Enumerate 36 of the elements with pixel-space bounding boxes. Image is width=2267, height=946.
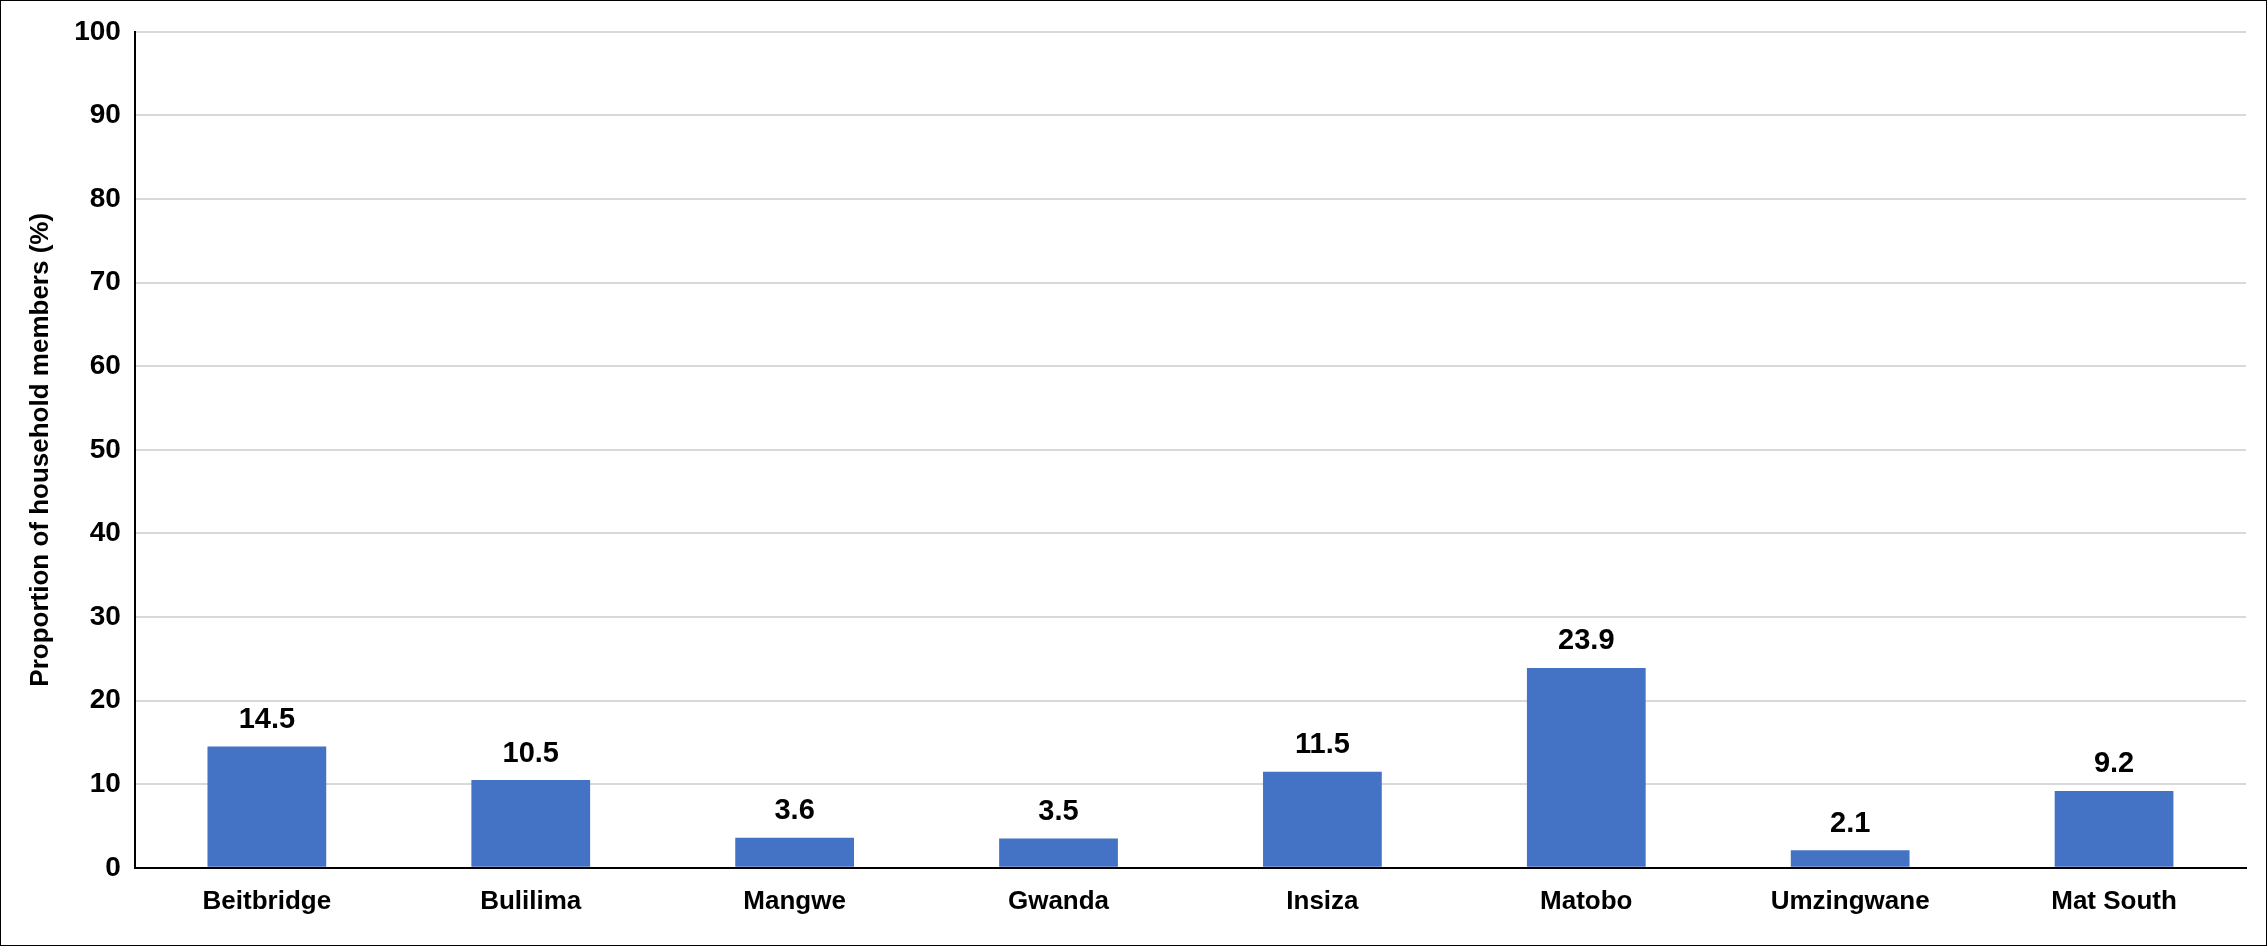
- y-tick-label: 80: [89, 181, 121, 213]
- x-tick-label: Matobo: [1540, 884, 1633, 915]
- data-label: 2.1: [1830, 805, 1871, 838]
- data-label: 10.5: [502, 735, 559, 768]
- x-tick-label: Mangwe: [743, 884, 846, 915]
- x-tick-label: Beitbridge: [202, 884, 332, 915]
- x-tick-label: Gwanda: [1007, 884, 1110, 915]
- y-tick-label: 20: [89, 683, 121, 715]
- data-label: 3.5: [1038, 794, 1079, 827]
- data-label: 14.5: [238, 702, 296, 735]
- data-label: 11.5: [1294, 727, 1350, 760]
- x-tick-label: Insiza: [1286, 884, 1360, 915]
- data-label: 3.6: [774, 793, 815, 826]
- y-axis-title: Proportion of household members (%): [23, 212, 54, 687]
- y-tick-label: 70: [89, 265, 121, 297]
- bar: [999, 838, 1118, 867]
- y-tick-label: 60: [89, 348, 121, 380]
- bar: [735, 837, 855, 867]
- x-tick-label: Mat South: [2051, 884, 2177, 915]
- bar: [1790, 850, 1910, 867]
- y-tick-label: 100: [74, 14, 121, 46]
- bar: [1526, 668, 1646, 867]
- data-label: 23.9: [1558, 623, 1615, 656]
- y-tick-label: 10: [89, 766, 121, 798]
- y-tick-label: 0: [105, 850, 121, 882]
- y-tick-label: 90: [89, 98, 121, 130]
- y-tick-label: 30: [89, 599, 121, 631]
- bar: [471, 780, 591, 867]
- y-tick-label: 50: [89, 432, 121, 464]
- y-tick-label: 40: [89, 516, 121, 548]
- x-tick-label: Bulilima: [480, 884, 582, 915]
- bar: [207, 746, 327, 867]
- bar: [2054, 790, 2174, 867]
- x-tick-label: Umzingwane: [1770, 884, 1930, 915]
- bar: [1263, 771, 1382, 867]
- data-label: 9.2: [2093, 746, 2135, 779]
